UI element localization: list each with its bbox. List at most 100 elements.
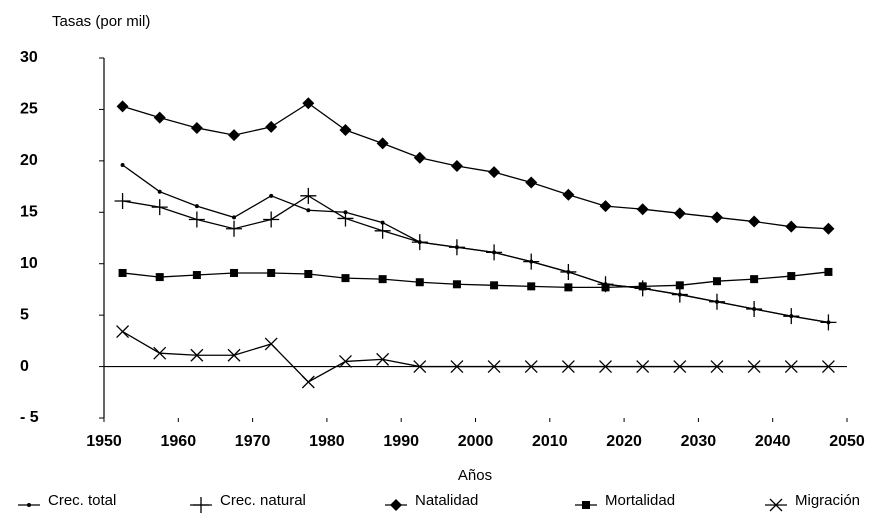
y-axis-label: Tasas (por mil) <box>52 13 150 30</box>
marker <box>582 501 590 509</box>
marker <box>264 337 278 351</box>
marker <box>188 211 205 228</box>
marker <box>374 222 391 239</box>
marker <box>769 498 783 512</box>
marker <box>712 277 721 286</box>
marker <box>118 268 127 277</box>
marker <box>448 239 465 256</box>
series-line <box>122 164 829 323</box>
marker <box>599 360 612 374</box>
marker <box>413 151 426 164</box>
legend-item: Crec. natural <box>190 492 306 513</box>
x-tick-label: 2030 <box>681 433 717 450</box>
series-line <box>122 195 829 323</box>
marker <box>710 211 723 224</box>
marker <box>599 200 612 213</box>
y-tick-label: 30 <box>20 49 38 66</box>
marker <box>230 268 239 277</box>
marker <box>227 348 241 362</box>
legend-item: Mortalidad <box>575 492 675 509</box>
marker <box>267 268 276 277</box>
marker <box>820 314 837 331</box>
legend-item: Migración <box>765 492 860 512</box>
marker <box>376 352 390 366</box>
marker <box>228 129 241 142</box>
marker <box>673 207 686 220</box>
y-tick-label: 0 <box>20 358 29 375</box>
marker <box>785 220 798 233</box>
series-line <box>122 102 829 230</box>
legend-label: Natalidad <box>415 492 478 509</box>
legend-item: Natalidad <box>385 492 478 511</box>
marker <box>561 360 575 374</box>
legend-label: Migración <box>795 492 860 509</box>
marker <box>301 375 315 389</box>
marker <box>390 499 402 511</box>
marker <box>376 137 389 150</box>
x-tick-label: 2010 <box>532 433 568 450</box>
marker <box>341 274 350 283</box>
marker <box>339 354 352 368</box>
marker <box>306 208 311 213</box>
y-tick-label: 5 <box>20 306 29 323</box>
marker <box>450 360 464 374</box>
marker <box>155 273 164 282</box>
marker <box>116 100 129 113</box>
marker <box>413 360 427 374</box>
marker <box>564 283 573 292</box>
marker <box>114 192 131 209</box>
marker <box>675 281 684 290</box>
marker <box>527 282 536 291</box>
marker <box>339 124 352 136</box>
legend-label: Crec. natural <box>220 492 306 509</box>
marker <box>192 271 201 280</box>
marker <box>710 360 724 374</box>
x-tick-label: 1970 <box>235 433 271 450</box>
legend-label: Mortalidad <box>605 492 675 509</box>
marker <box>824 267 833 276</box>
marker <box>151 199 168 216</box>
marker <box>452 280 461 289</box>
series-line <box>122 331 829 383</box>
marker <box>190 121 203 134</box>
marker <box>411 234 428 251</box>
marker <box>783 308 800 325</box>
y-tick-label: 10 <box>20 255 38 272</box>
marker <box>601 283 610 292</box>
marker <box>190 348 204 362</box>
marker <box>226 220 243 237</box>
marker <box>415 278 424 287</box>
marker <box>787 272 796 281</box>
x-tick-label: 2050 <box>829 433 865 450</box>
marker <box>524 360 538 374</box>
marker <box>746 300 763 317</box>
marker <box>560 263 577 280</box>
y-tick-label: - 5 <box>20 409 39 426</box>
marker <box>488 166 501 179</box>
marker <box>153 111 166 124</box>
marker <box>194 204 199 209</box>
marker <box>116 325 130 339</box>
marker <box>27 503 31 507</box>
x-tick-label: 2020 <box>606 433 642 450</box>
x-tick-label: 1990 <box>383 433 419 450</box>
marker <box>747 360 761 374</box>
legend-label: Crec. total <box>48 492 116 509</box>
marker <box>562 188 575 201</box>
marker <box>304 270 313 278</box>
marker <box>822 222 835 235</box>
y-tick-label: 20 <box>20 152 38 169</box>
marker <box>525 176 538 189</box>
x-tick-label: 2040 <box>755 433 791 450</box>
marker <box>673 360 687 374</box>
marker <box>750 275 759 284</box>
marker <box>450 160 463 172</box>
marker <box>232 215 237 220</box>
marker <box>378 275 387 284</box>
x-tick-label: 1960 <box>161 433 197 450</box>
marker <box>748 215 761 228</box>
marker <box>380 220 385 225</box>
marker <box>636 360 650 374</box>
marker <box>638 282 647 291</box>
